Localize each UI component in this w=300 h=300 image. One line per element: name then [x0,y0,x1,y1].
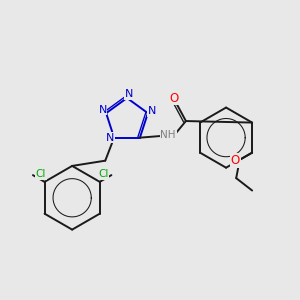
Text: Cl: Cl [35,169,46,179]
Text: N: N [124,89,133,99]
Text: Cl: Cl [98,169,109,179]
Text: N: N [106,133,114,143]
Text: N: N [98,105,107,115]
Text: N: N [148,106,156,116]
Text: NH: NH [160,130,176,140]
Text: O: O [169,92,179,104]
Text: O: O [231,154,240,167]
